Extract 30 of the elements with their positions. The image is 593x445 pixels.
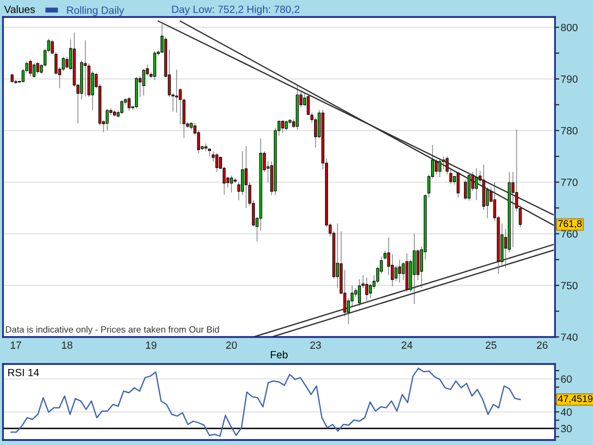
line-series (10, 368, 521, 437)
y-tick-label: 770 (561, 178, 578, 186)
y-tick-label: 40 (560, 408, 572, 416)
y-tick-label: 30 (560, 424, 572, 432)
x-tick-label: 17 (10, 342, 22, 349)
candlestick (84, 40, 87, 96)
x-axis-title: Feb (270, 350, 288, 358)
candlestick (175, 70, 178, 112)
annotation: Data is indicative only - Prices are taken from Our Bid (6, 326, 219, 334)
y-tick-label: 800 (561, 24, 578, 32)
x-tick-label: 20 (226, 341, 237, 349)
y-tick-label: 780 (561, 127, 578, 134)
y-tick-label: 760 (561, 230, 578, 238)
x-tick-label: 26 (536, 341, 548, 349)
x-tick-label: 18 (62, 341, 72, 349)
y-tick-label: 790 (561, 75, 578, 83)
chart-subtitle: Day Low: 752,2 High: 780,2 (172, 5, 300, 16)
annotation: 47,4519 (558, 395, 592, 404)
chart-title: RSI 14 (8, 368, 39, 376)
x-tick-label: 25 (486, 341, 496, 349)
candlestick (442, 156, 445, 170)
annotation: 761,8 (558, 220, 582, 228)
x-tick-label: 23 (310, 341, 321, 349)
y-tick-label: 740 (561, 334, 578, 341)
y-tick-label: 60 (561, 375, 572, 383)
y-tick-label: 750 (561, 282, 578, 290)
chart-title: Values (4, 5, 35, 14)
x-tick-label: 24 (402, 341, 412, 349)
x-tick-label: 19 (146, 341, 156, 349)
text: Rolling Daily (67, 6, 124, 16)
